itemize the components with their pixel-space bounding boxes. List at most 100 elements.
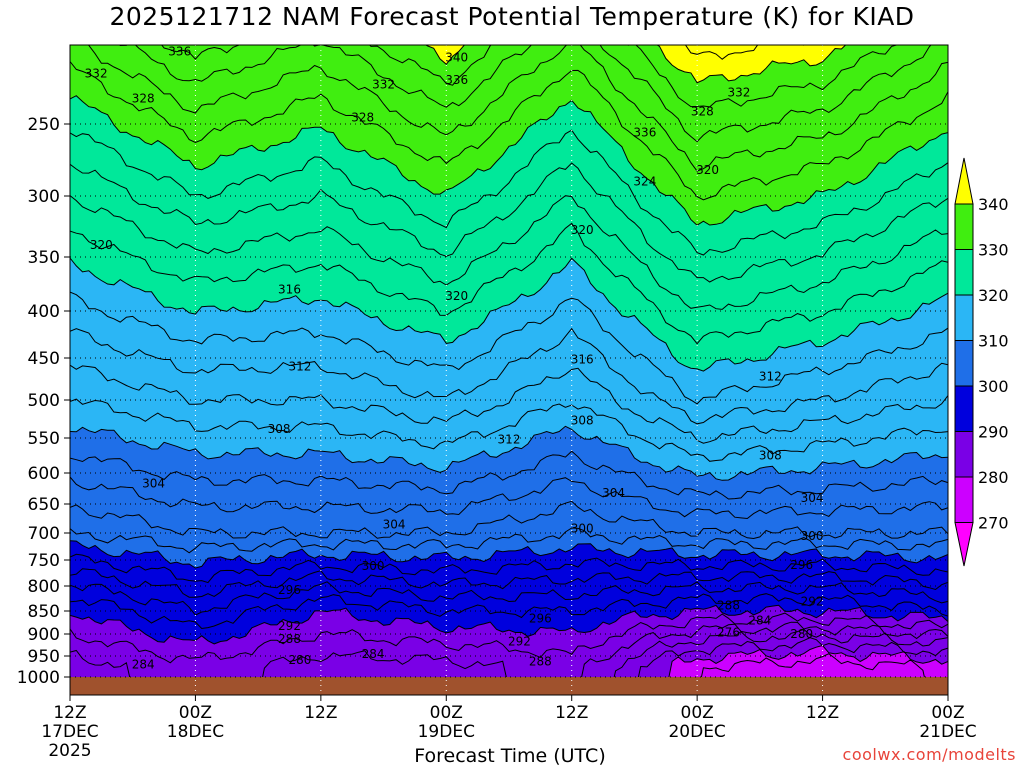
contour-288K [70,612,948,664]
contour-310K [70,425,948,481]
contour-332K [70,61,948,201]
contour-label: 280 [288,653,311,667]
contour-label: 316 [278,282,301,296]
colorbar: 340 330 320 310 300 290 280 270 [954,157,1009,567]
x-tick-label: 12Z [304,703,337,723]
ground-fill [70,677,948,695]
contour-label: 300 [362,559,385,573]
contour-302K [70,527,948,554]
y-tick-label: 350 [28,248,60,268]
y-tick-label: 550 [28,429,60,449]
colorbar-label: 320 [978,286,1009,305]
y-tick-label: 850 [28,602,60,622]
contour-label: 304 [801,491,824,505]
plot-area: 336 340 336 332 332 328 328 332 328 336 324 320 320 3… [70,44,948,695]
colorbar-swatch [954,431,974,478]
contour-label: 336 [168,44,191,58]
colorbar-label: 290 [978,423,1009,442]
colorbar-label: 330 [978,241,1009,260]
contour-320K [70,257,948,372]
x-axis-title: Forecast Time (UTC) [414,745,606,767]
colorbar-swatch [954,203,974,250]
colorbar-bottom-arrow [954,522,974,567]
contour-label: 296 [529,611,552,625]
contour-label: 328 [691,104,714,118]
x-tick-label: 12Z [555,703,588,723]
contour-308K [70,450,948,500]
contour-label: 320 [445,289,468,303]
contour-label: 336 [633,126,656,140]
y-tick-label: 500 [28,391,60,411]
colorbar-swatch [954,476,974,523]
contour-322K [70,222,948,345]
y-tick-label: 300 [28,187,60,207]
contour-label: 288 [717,599,740,613]
colorbar-label: 270 [978,514,1009,533]
contour-label: 332 [372,78,395,92]
contour-label: 296 [790,558,813,572]
colorbar-swatch [954,294,974,341]
contour-label: 280 [790,627,813,641]
y-tick-label: 400 [28,302,60,322]
colorbar-label: 340 [978,195,1009,214]
y-tick-label: 650 [28,495,60,515]
contour-label: 292 [278,619,301,633]
y-tick-label: 1000 [17,668,60,688]
contour-label: 328 [351,111,374,125]
contour-312K [70,398,948,462]
y-tick-label: 750 [28,551,60,571]
colorbar-top-arrow [954,157,974,205]
colorbar-swatch [954,385,974,432]
colorbar-label: 310 [978,332,1009,351]
contour-label: 284 [132,657,155,671]
y-tick-label: 800 [28,577,60,597]
contour-label: 284 [748,614,771,628]
contour-328K [70,129,948,256]
grid [70,45,948,695]
x-tick-label: 00Z [681,703,714,723]
contour-294K [70,581,948,616]
contour-label: 292 [801,595,824,609]
contour-label: 276 [717,626,740,640]
contour-labels: 336 340 336 332 332 328 328 332 328 336 324 320 320 3… [85,44,824,671]
contour-334K [86,45,948,172]
contour-label: 308 [571,414,594,428]
y-tick-label: 250 [28,115,60,135]
x-tick-label: 00Z [430,703,463,723]
x-tick-label: 00Z [179,703,212,723]
y-tick-label: 950 [28,647,60,667]
x-tick-label: 12Z [806,703,839,723]
contour-label: 332 [727,85,750,99]
contour-label: 288 [278,632,301,646]
contour-300K [70,540,948,569]
y-tick-label: 900 [28,625,60,645]
contour-336K [118,45,932,143]
contour-316K [70,327,948,425]
source-credit: coolwx.com/modelts [842,745,1016,764]
contour-304K [70,500,948,540]
contour-298K [70,553,948,584]
contour-label: 296 [278,583,301,597]
contour-label: 304 [602,486,625,500]
contour-label: 336 [445,73,468,87]
contour-label: 300 [571,521,594,535]
contour-306K [70,476,948,520]
y-tick-label: 450 [28,349,60,369]
x-tick-date: 17DEC [41,722,98,742]
contour-label: 332 [85,66,108,80]
contour-label: 284 [362,647,385,661]
x-tick-date: 21DEC [919,722,976,742]
x-tick-label: 00Z [931,703,964,723]
contour-label: 292 [508,634,531,648]
contour-label: 316 [571,353,594,367]
contour-330K [70,95,948,226]
contour-314K [70,364,948,444]
plot-frame [69,44,949,696]
theta-bands [70,45,948,695]
contour-292K [70,593,948,630]
contour-338K [161,45,899,108]
contour-326K [70,162,948,283]
contour-label: 320 [90,238,113,252]
